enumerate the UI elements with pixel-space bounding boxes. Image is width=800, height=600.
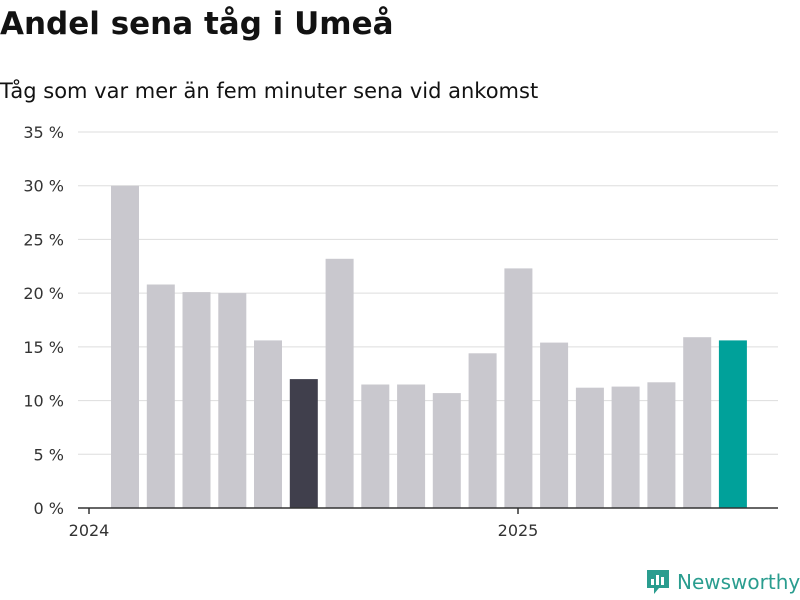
bar bbox=[432, 393, 461, 508]
x-tick-label: 2025 bbox=[498, 521, 539, 540]
y-tick-label: 0 % bbox=[34, 499, 64, 518]
bar bbox=[468, 353, 497, 508]
y-tick-label: 15 % bbox=[23, 338, 64, 357]
bar bbox=[325, 258, 354, 508]
chart-subtitle: Tåg som var mer än fem minuter sena vid … bbox=[0, 79, 539, 103]
bar bbox=[218, 293, 247, 508]
bar bbox=[361, 384, 390, 508]
y-tick-label: 20 % bbox=[23, 284, 64, 303]
bar bbox=[540, 342, 569, 508]
y-tick-label: 30 % bbox=[23, 177, 64, 196]
bar bbox=[611, 386, 640, 508]
bar bbox=[111, 185, 139, 508]
brand-name: Newsworthy bbox=[677, 570, 800, 594]
bar bbox=[504, 268, 533, 508]
bar bbox=[182, 292, 211, 508]
bar bbox=[146, 284, 175, 508]
bar bbox=[397, 384, 426, 508]
y-tick-label: 35 % bbox=[23, 123, 64, 142]
bar bbox=[718, 340, 747, 508]
chart-title: Andel sena tåg i Umeå bbox=[0, 6, 394, 42]
bar bbox=[647, 382, 676, 508]
bar bbox=[289, 379, 318, 508]
newsworthy-logo-icon bbox=[647, 570, 669, 594]
y-tick-label: 10 % bbox=[23, 392, 64, 411]
brand-logo: Newsworthy bbox=[645, 568, 800, 596]
bar bbox=[683, 337, 712, 508]
bar bbox=[254, 340, 282, 508]
bar bbox=[575, 387, 604, 508]
y-tick-label: 25 % bbox=[23, 230, 64, 249]
x-tick-label: 2024 bbox=[69, 521, 110, 540]
y-tick-label: 5 % bbox=[34, 445, 64, 464]
